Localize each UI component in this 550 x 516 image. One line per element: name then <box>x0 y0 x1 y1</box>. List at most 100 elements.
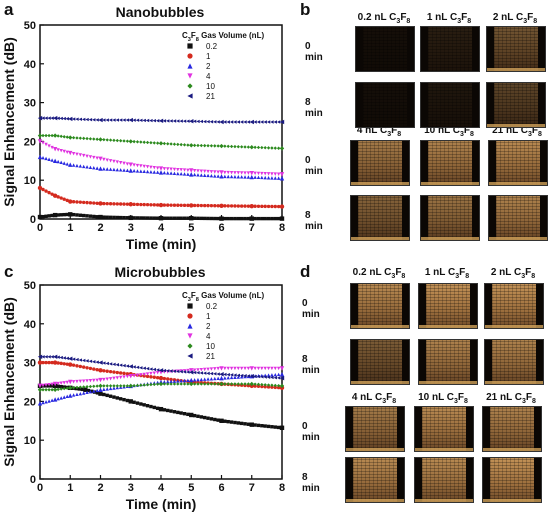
ultrasound-image <box>484 339 544 385</box>
data-point <box>75 392 79 396</box>
data-point <box>37 360 43 365</box>
data-point <box>75 163 79 168</box>
x-tick-label: 8 <box>279 222 285 234</box>
data-point <box>226 375 230 380</box>
data-point <box>169 203 173 207</box>
data-point <box>135 365 140 370</box>
data-point <box>47 116 51 120</box>
ultrasound-image <box>414 457 474 503</box>
data-point <box>166 377 170 381</box>
series-10 <box>37 133 285 151</box>
data-point <box>145 372 150 376</box>
data-point <box>233 144 237 149</box>
data-point <box>256 384 261 389</box>
data-point <box>202 173 207 177</box>
data-point <box>223 120 227 124</box>
data-point <box>179 142 183 147</box>
data-point <box>202 367 207 372</box>
data-point <box>47 383 51 387</box>
data-point <box>186 119 190 123</box>
legend-title: C3F8 Gas Volume (nL) <box>182 31 264 43</box>
data-point <box>152 203 156 207</box>
data-point <box>62 116 66 121</box>
data-point <box>270 373 274 377</box>
legend-entry: 2 <box>206 322 211 331</box>
data-point <box>112 376 116 381</box>
x-tick-label: 3 <box>128 222 134 234</box>
data-point <box>199 371 204 375</box>
data-point <box>98 214 103 220</box>
data-point <box>279 172 285 177</box>
data-point <box>92 378 96 383</box>
data-point <box>52 133 58 138</box>
data-point <box>102 167 106 171</box>
data-point <box>219 418 224 423</box>
data-point <box>85 366 89 370</box>
data-point <box>65 198 69 203</box>
data-point <box>226 204 230 208</box>
data-point <box>118 384 123 388</box>
x-tick-label: 7 <box>249 222 255 234</box>
data-point <box>253 374 257 379</box>
data-point <box>176 410 180 415</box>
data-point <box>196 414 200 418</box>
data-point <box>249 381 254 387</box>
series-21 <box>37 354 285 381</box>
data-point <box>92 389 96 393</box>
data-point <box>263 366 267 371</box>
data-point <box>92 137 96 141</box>
data-point <box>128 139 133 144</box>
data-point <box>92 384 96 389</box>
data-point <box>236 382 241 386</box>
data-point <box>186 378 190 382</box>
data-point <box>276 146 281 150</box>
data-point <box>155 170 160 174</box>
data-point <box>47 360 51 365</box>
data-point <box>37 154 43 160</box>
data-point <box>273 120 277 124</box>
data-point <box>135 163 140 168</box>
data-point <box>125 139 130 143</box>
data-point <box>192 370 197 375</box>
data-point <box>229 375 234 380</box>
data-point <box>233 171 237 175</box>
time-label: 8 min <box>302 354 320 376</box>
data-point <box>199 216 204 221</box>
y-tick-label: 40 <box>24 319 36 331</box>
data-point <box>206 371 210 376</box>
data-point <box>85 200 89 205</box>
data-point <box>216 372 220 376</box>
data-point <box>81 358 86 363</box>
data-point <box>145 374 150 379</box>
data-point <box>37 354 43 359</box>
data-point <box>88 359 93 364</box>
data-point <box>95 118 99 122</box>
data-point <box>273 216 277 221</box>
data-point <box>115 118 120 122</box>
data-point <box>128 373 133 379</box>
data-point <box>59 396 63 400</box>
data-point <box>88 155 93 159</box>
data-point <box>132 139 136 144</box>
data-point <box>186 412 190 417</box>
data-point <box>276 172 281 176</box>
data-point <box>81 379 86 383</box>
data-point <box>105 158 109 162</box>
data-point <box>122 363 126 368</box>
data-point <box>98 360 103 365</box>
data-point <box>236 204 241 208</box>
data-point <box>260 216 264 221</box>
legend-entry: 10 <box>206 342 215 351</box>
data-point <box>122 215 126 220</box>
series-1 <box>37 185 285 209</box>
data-point <box>270 383 274 387</box>
data-point <box>52 397 58 402</box>
data-point <box>213 170 217 174</box>
data-point <box>52 381 58 387</box>
data-point <box>239 216 244 221</box>
data-point <box>102 137 106 142</box>
data-point <box>50 158 54 162</box>
data-point <box>236 366 241 371</box>
data-point <box>80 387 85 392</box>
data-point <box>41 214 45 219</box>
